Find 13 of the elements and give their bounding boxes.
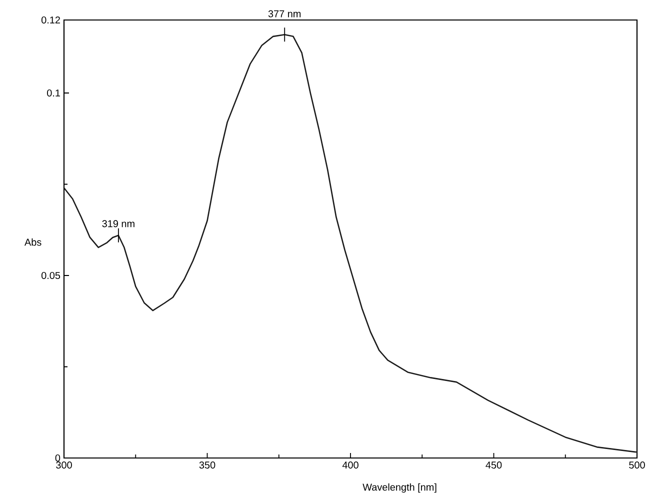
- x-tick-label: 450: [486, 462, 502, 469]
- y-axis-title: Abs: [24, 238, 42, 246]
- x-tick-label: 500: [629, 462, 645, 469]
- y-tick-label: 0: [55, 454, 60, 462]
- x-tick-label: 350: [199, 462, 216, 469]
- annotation: 377 nm: [268, 10, 301, 18]
- y-tick-label: 0.1: [47, 89, 60, 97]
- x-tick-label: 300: [56, 462, 72, 469]
- y-tick-label: 0.12: [41, 16, 60, 24]
- y-tick-label: 0.05: [41, 272, 60, 280]
- x-tick-label: 400: [342, 462, 358, 469]
- x-axis-title: Wavelength [nm]: [362, 483, 436, 493]
- annotation: 319 nm: [102, 220, 134, 228]
